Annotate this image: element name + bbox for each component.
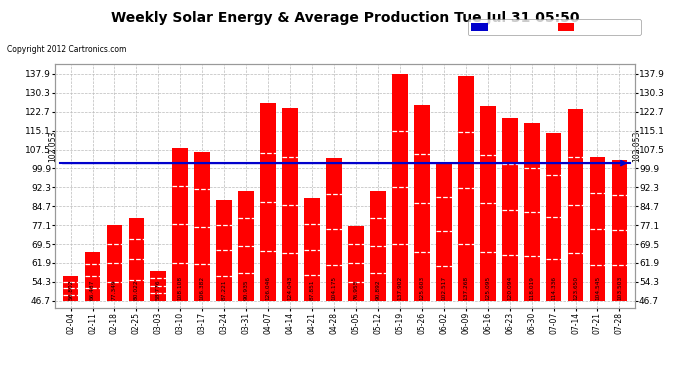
Bar	[217, 200, 232, 301]
Bar	[589, 157, 605, 301]
Text: 103.503: 103.503	[617, 276, 622, 300]
Bar	[106, 225, 122, 301]
Bar	[568, 110, 584, 301]
Bar	[414, 105, 430, 301]
Text: 58.776: 58.776	[156, 279, 161, 300]
Text: 56.802: 56.802	[68, 279, 73, 300]
Text: 102.053: 102.053	[48, 130, 57, 162]
Text: 123.650: 123.650	[573, 276, 578, 300]
Bar	[238, 191, 254, 301]
Bar	[326, 158, 342, 301]
Text: 124.043: 124.043	[288, 276, 293, 300]
Text: 120.094: 120.094	[507, 276, 512, 300]
Bar	[150, 271, 166, 301]
Bar	[260, 104, 276, 301]
Text: 125.603: 125.603	[420, 276, 424, 300]
Bar	[524, 123, 540, 301]
Text: Weekly Solar Energy & Average Production Tue Jul 31 05:50: Weekly Solar Energy & Average Production…	[111, 11, 579, 25]
Bar	[546, 132, 562, 301]
Text: 80.022: 80.022	[134, 279, 139, 300]
Legend: Average  (kWh), Weekly  (kWh): Average (kWh), Weekly (kWh)	[468, 19, 641, 35]
Text: 104.545: 104.545	[595, 276, 600, 300]
Text: 66.487: 66.487	[90, 280, 95, 300]
Bar	[128, 218, 144, 301]
Text: 125.095: 125.095	[485, 276, 490, 300]
Text: 106.382: 106.382	[200, 276, 205, 300]
Bar	[611, 159, 627, 301]
Text: 87.851: 87.851	[310, 279, 315, 300]
Bar	[282, 108, 298, 301]
Text: 118.019: 118.019	[529, 276, 534, 300]
Text: 114.336: 114.336	[551, 276, 556, 300]
Text: 137.902: 137.902	[397, 276, 402, 300]
Bar	[480, 106, 495, 301]
Bar	[370, 191, 386, 301]
Text: 87.221: 87.221	[221, 279, 227, 300]
Bar	[304, 198, 320, 301]
Bar	[502, 118, 518, 301]
Bar	[436, 162, 452, 301]
Bar	[392, 74, 408, 301]
Text: 102.517: 102.517	[442, 276, 446, 300]
Text: 90.892: 90.892	[375, 279, 380, 300]
Text: Copyright 2012 Cartronics.com: Copyright 2012 Cartronics.com	[7, 45, 126, 54]
Text: 77.349: 77.349	[112, 279, 117, 300]
Bar	[63, 276, 79, 301]
Bar	[172, 148, 188, 301]
Text: 137.268: 137.268	[463, 276, 469, 300]
Text: 102.053: 102.053	[633, 130, 642, 162]
Text: 104.175: 104.175	[331, 276, 337, 300]
Bar	[348, 225, 364, 301]
Bar	[85, 252, 101, 301]
Text: 90.935: 90.935	[244, 279, 248, 300]
Text: 126.046: 126.046	[266, 276, 270, 300]
Text: 108.108: 108.108	[178, 276, 183, 300]
Bar	[195, 152, 210, 301]
Text: 76.955: 76.955	[353, 279, 359, 300]
Bar	[458, 75, 473, 301]
